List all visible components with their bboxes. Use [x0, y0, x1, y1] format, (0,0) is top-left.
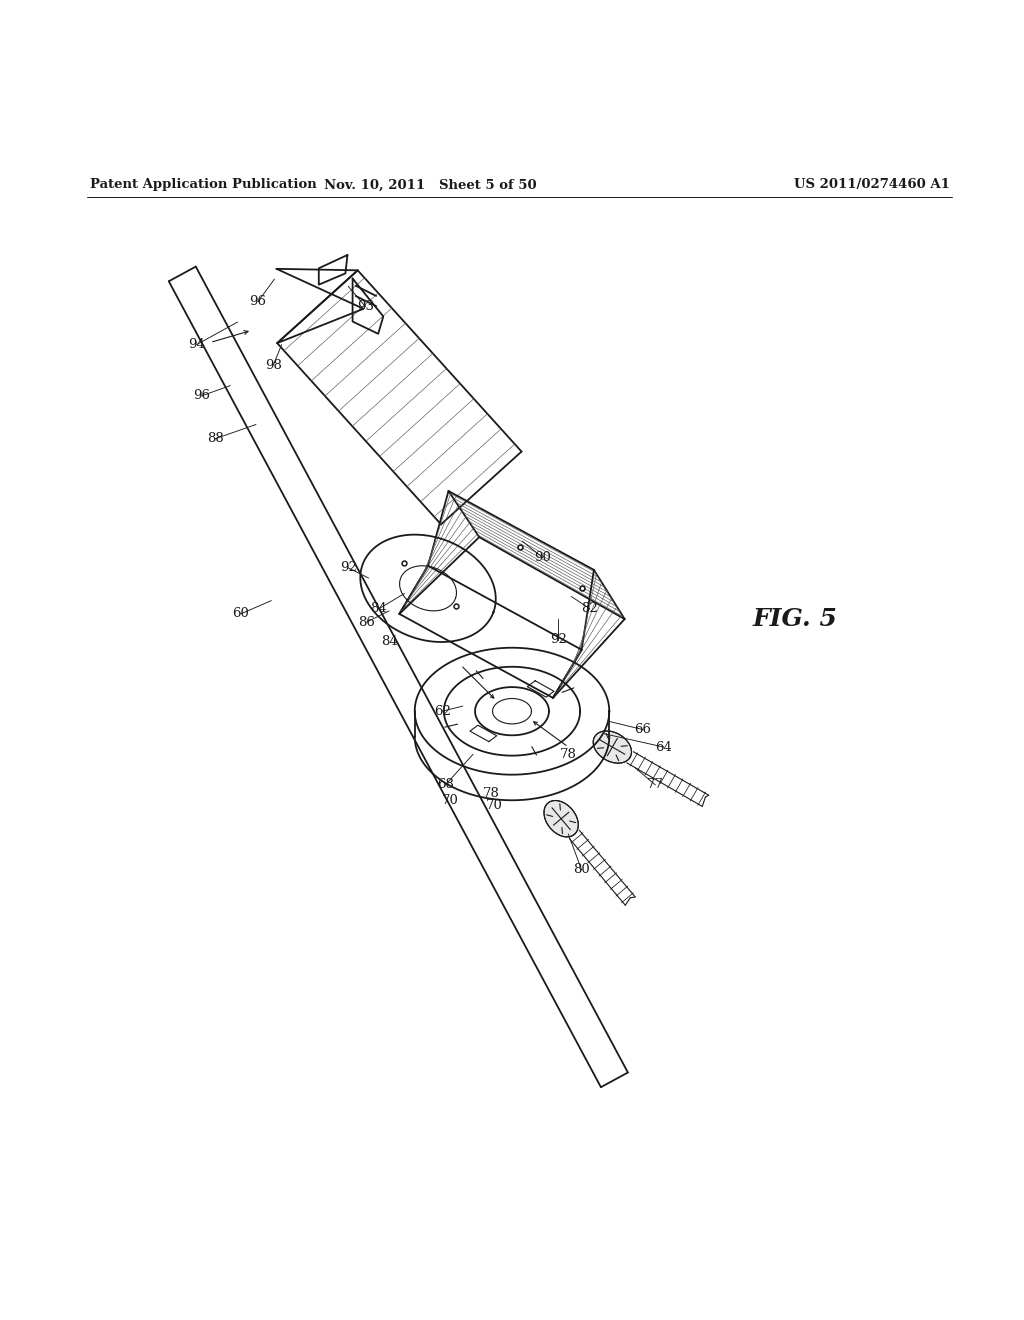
Text: Patent Application Publication: Patent Application Publication: [90, 178, 316, 191]
Text: 86: 86: [358, 615, 375, 628]
Text: 84: 84: [381, 635, 397, 648]
Text: 77: 77: [647, 779, 664, 792]
Text: 90: 90: [535, 552, 551, 564]
Text: 92: 92: [550, 634, 566, 645]
Text: 68: 68: [437, 779, 454, 792]
Text: 66: 66: [635, 723, 651, 737]
Text: 96: 96: [194, 389, 210, 403]
Text: 88: 88: [207, 433, 223, 445]
Text: 64: 64: [655, 741, 672, 754]
Text: 94: 94: [188, 338, 205, 351]
Text: 93: 93: [357, 300, 374, 313]
Text: 70: 70: [486, 799, 503, 812]
Text: 80: 80: [573, 863, 590, 876]
Text: 78: 78: [560, 747, 577, 760]
Polygon shape: [544, 800, 579, 837]
Text: FIG. 5: FIG. 5: [753, 607, 838, 631]
Text: 78: 78: [483, 787, 500, 800]
Text: 96: 96: [250, 296, 266, 308]
Text: 98: 98: [265, 359, 282, 372]
Text: 70: 70: [442, 793, 459, 807]
Text: Nov. 10, 2011   Sheet 5 of 50: Nov. 10, 2011 Sheet 5 of 50: [324, 178, 537, 191]
Text: 82: 82: [582, 602, 598, 615]
Text: 62: 62: [434, 705, 451, 718]
Text: 84: 84: [371, 602, 387, 615]
Polygon shape: [593, 731, 632, 763]
Text: 92: 92: [340, 561, 356, 574]
Text: US 2011/0274460 A1: US 2011/0274460 A1: [794, 178, 949, 191]
Text: 60: 60: [232, 607, 249, 620]
